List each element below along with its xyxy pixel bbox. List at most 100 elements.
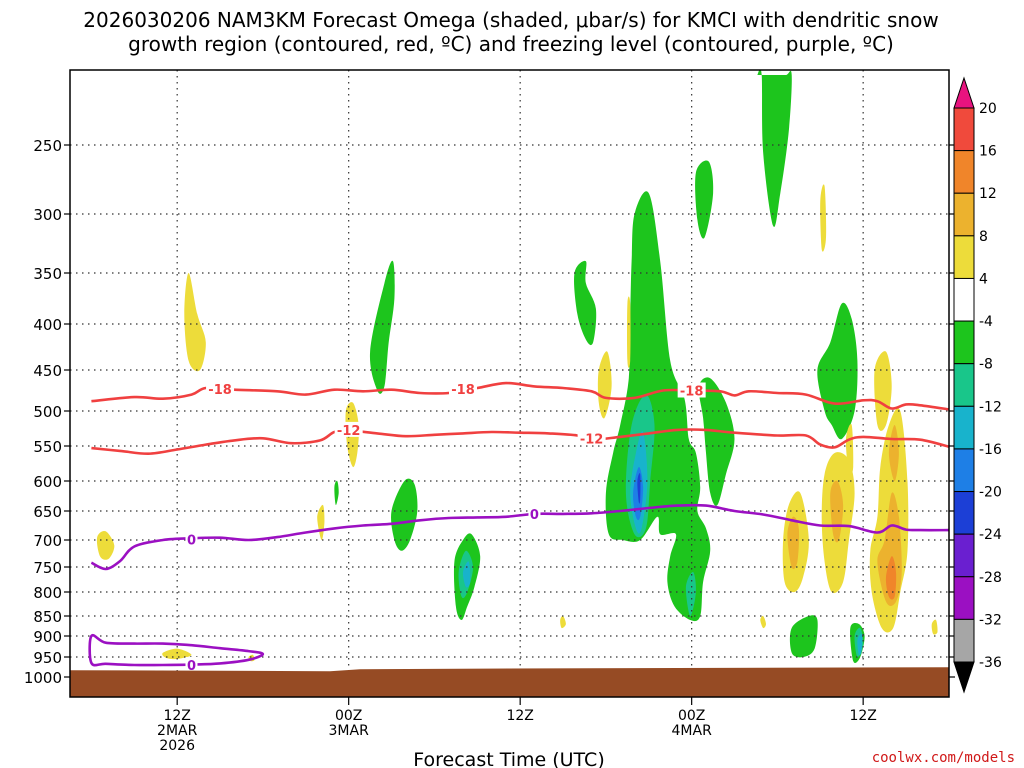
omega-region-20 — [637, 473, 641, 504]
omega-region-30 — [874, 351, 892, 431]
colorbar-label-13: -36 — [979, 655, 1002, 671]
omega-region-17 — [462, 561, 471, 588]
y-tick-label-400: 400 — [33, 316, 62, 334]
colorbar-bin-5 — [953, 277, 975, 322]
colorbar-label-3: 8 — [979, 229, 988, 245]
contour-label-bg-1-1 — [577, 430, 606, 446]
omega-region-37 — [931, 619, 938, 635]
ground-area — [70, 667, 949, 697]
y-tick-label-250: 250 — [33, 137, 62, 155]
colorbar-label-6: -8 — [979, 357, 993, 373]
contour-line-1 — [91, 428, 949, 456]
omega-region-14 — [685, 571, 696, 617]
y-tick-label-350: 350 — [33, 265, 62, 283]
colorbar-label-4: 4 — [979, 271, 988, 287]
contour-label-0-0: -18 — [208, 383, 232, 398]
contour-label-0-2: -18 — [680, 385, 704, 400]
colorbar-label-7: -12 — [979, 399, 1002, 415]
contour-label-bg-1-0 — [334, 421, 363, 437]
colorbar-bin-8 — [953, 405, 975, 450]
contour-label-0-1: -18 — [451, 383, 475, 398]
colorbar-label-2: 12 — [979, 186, 997, 202]
plot-frame — [69, 69, 950, 698]
omega-region-7 — [391, 478, 418, 551]
colorbar: 20 16 12 8 4 -4 -8 -12 -16 -20 -24 -28 -32 -36 — [953, 76, 1002, 694]
colorbar-bin-1 — [953, 107, 975, 152]
omega-region-42 — [885, 556, 897, 600]
x-tick-label-h54-0: 12Z — [849, 708, 876, 724]
chart-title-line-2: growth region (contoured, red, ºC) and f… — [128, 32, 894, 56]
colorbar-bin-4 — [953, 235, 975, 279]
contour-label-bg-0-1 — [449, 380, 478, 396]
omega-region-31 — [820, 184, 827, 252]
omega-region-24 — [317, 504, 325, 541]
omega-region-1 — [695, 160, 714, 239]
colorbar-bin-3 — [953, 192, 975, 237]
colorbar-bin-12 — [953, 576, 975, 620]
colorbar-label-10: -24 — [979, 527, 1002, 543]
omega-shading — [96, 70, 938, 664]
omega-region-23 — [96, 530, 115, 560]
omega-region-0 — [757, 70, 792, 228]
omega-region-4 — [605, 191, 711, 622]
x-tick-label-h6-1: 2MAR — [157, 723, 198, 739]
omega-region-2 — [574, 260, 597, 346]
colorbar-bin-9 — [953, 448, 975, 493]
omega-region-10 — [789, 615, 818, 658]
y-tick-label-650: 650 — [33, 503, 62, 521]
contour-label-bg-2-0 — [185, 531, 198, 547]
omega-region-38 — [787, 516, 800, 570]
colorbar-label-9: -20 — [979, 485, 1002, 501]
omega-region-18 — [857, 633, 863, 656]
contour-label-bg-0-0 — [206, 380, 235, 396]
y-tick-label-300: 300 — [33, 206, 62, 224]
contour-line-0 — [91, 381, 949, 411]
omega-region-25 — [597, 351, 612, 419]
y-tick-label-750: 750 — [33, 559, 62, 577]
y-tick-label-1000: 1000 — [24, 669, 62, 687]
colorbar-label-8: -16 — [979, 442, 1002, 458]
y-tick-label-450: 450 — [33, 362, 62, 380]
omega-region-5 — [698, 377, 735, 506]
omega-region-36 — [760, 615, 766, 629]
colorbar-label-11: -28 — [979, 570, 1002, 586]
colorbar-bin-7 — [953, 363, 975, 407]
colorbar-bin-10 — [953, 491, 975, 535]
ground-fill — [70, 667, 949, 697]
y-tick-label-500: 500 — [33, 403, 62, 421]
colorbar-bin-2 — [953, 150, 975, 194]
colorbar-bin-11 — [953, 533, 975, 578]
colorbar-label-5: -4 — [979, 314, 993, 330]
x-axis-label: Forecast Time (UTC) — [413, 749, 604, 768]
contour-label-bg-2-1 — [528, 505, 541, 521]
contour-line-2 — [90, 503, 949, 571]
credit-text: coolwx.com/models — [872, 750, 1015, 766]
pressure-axis: 250 300 350 400 450 500 550 600 650 700 750 800 850 9… — [24, 137, 955, 687]
omega-region-26 — [627, 296, 631, 368]
y-tick-label-700: 700 — [33, 532, 62, 550]
contour-label-1-0: -12 — [337, 424, 361, 439]
omega-region-9 — [334, 480, 339, 506]
colorbar-top-triangle — [953, 76, 975, 109]
omega-region-3 — [369, 260, 395, 394]
contour-label-3-0: 0 — [187, 659, 196, 674]
y-tick-label-550: 550 — [33, 438, 62, 456]
colorbar-bin-6 — [953, 320, 975, 365]
temperature-contours: -18 -18 -18 -12 -12 0 0 0 — [88, 380, 949, 674]
contour-line-3 — [88, 633, 265, 667]
x-tick-label-h30-0: 12Z — [506, 708, 533, 724]
colorbar-label-1: 16 — [979, 144, 997, 160]
colorbar-label-0: 20 — [979, 101, 997, 117]
chart-title-line-1: 2026030206 NAM3KM Forecast Omega (shaded… — [83, 8, 938, 32]
x-tick-label-h42-0: 00Z — [678, 708, 705, 724]
y-tick-label-600: 600 — [33, 473, 62, 491]
contour-label-bg-3-0 — [185, 657, 198, 672]
y-tick-label-800: 800 — [33, 584, 62, 602]
x-tick-label-h6-2: 2026 — [159, 738, 195, 754]
omega-region-32 — [845, 423, 854, 477]
x-tick-label-h6-0: 12Z — [163, 708, 190, 724]
omega-region-21 — [184, 273, 206, 372]
y-tick-label-850: 850 — [33, 608, 62, 626]
